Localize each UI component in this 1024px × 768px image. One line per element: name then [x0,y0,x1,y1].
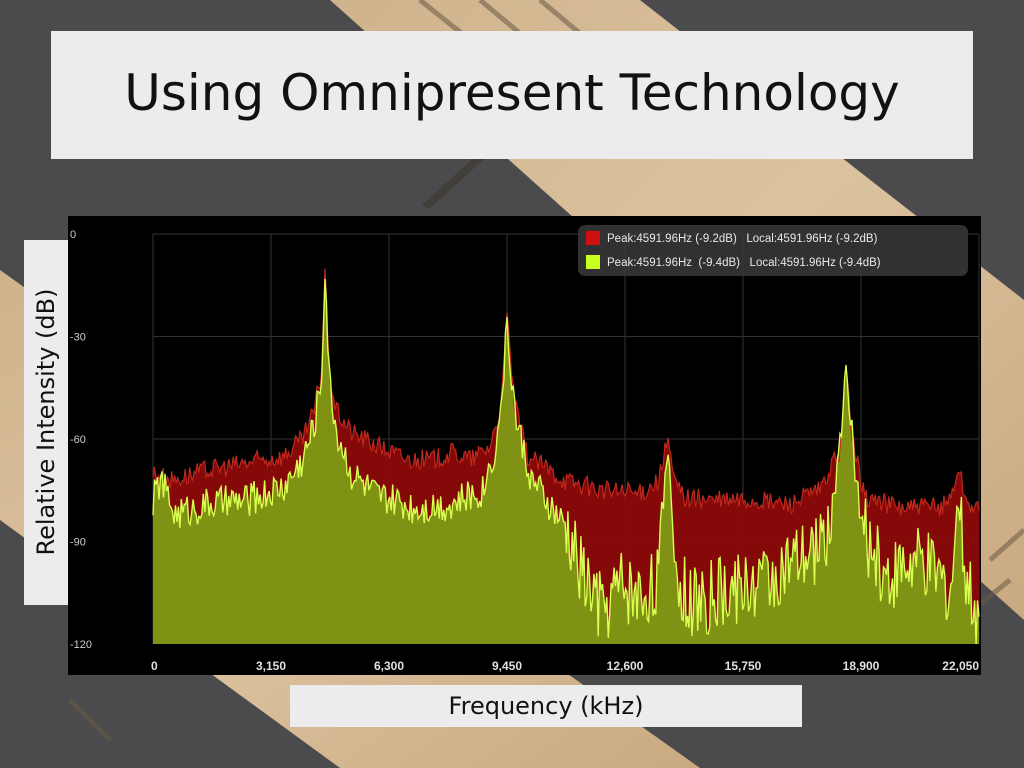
x-tick-label-4: 12,600 [607,659,644,673]
legend-entry-1: Peak:4591.96Hz (-9.4dB) Local:4591.96Hz … [607,257,881,269]
series-green-area [153,278,979,644]
legend-swatch-1 [586,255,600,269]
slide-title: Using Omnipresent Technology [124,64,900,122]
legend-entry-0: Peak:4591.96Hz (-9.2dB) Local:4591.96Hz … [607,233,878,245]
x-tick-label-0: 0 [151,659,158,673]
y-axis-label: Relative Intensity (dB) [32,288,60,556]
x-tick-label-3: 9,450 [492,659,522,673]
plot-bottom-mask [68,644,981,675]
x-axis-label-box: Frequency (kHz) [290,685,802,727]
x-axis-label: Frequency (kHz) [448,692,644,720]
spectrum-chart: 0 -30 -60 -90 -120 0 3,150 6,300 9,450 12,600 15,7… [68,216,981,675]
x-tick-label-2: 6,300 [374,659,404,673]
x-tick-label-7: 22,050 [942,659,979,673]
y-axis-label-box: Relative Intensity (dB) [24,240,68,605]
slide-title-box: Using Omnipresent Technology [51,31,973,159]
x-tick-label-1: 3,150 [256,659,286,673]
y-tick-label-1: -30 [70,332,86,344]
legend-swatch-0 [586,231,600,245]
y-tick-label-2: -60 [70,434,86,446]
legend-box [578,225,968,276]
y-tick-label-4: -120 [70,639,92,651]
y-tick-label-3: -90 [70,537,86,549]
spectrum-plot: 0 -30 -60 -90 -120 0 3,150 6,300 9,450 12,600 15,7… [68,225,981,675]
x-tick-label-5: 15,750 [725,659,762,673]
y-tick-label-0: 0 [70,229,76,241]
series-green-line [152,278,980,645]
x-tick-label-6: 18,900 [843,659,880,673]
